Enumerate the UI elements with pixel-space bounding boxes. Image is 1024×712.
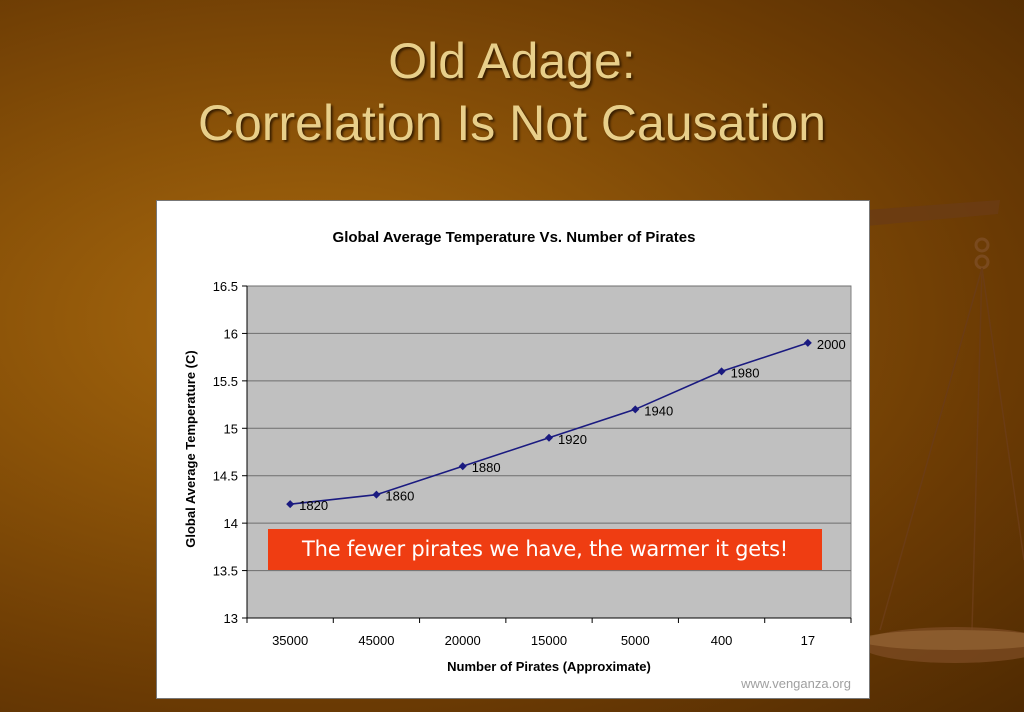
- x-axis-label: Number of Pirates (Approximate): [447, 659, 651, 674]
- data-point: [458, 462, 467, 471]
- slide-title-line2: Correlation Is Not Causation: [197, 95, 827, 151]
- x-tick-label: 5000: [621, 633, 650, 648]
- y-tick-label: 13.5: [213, 564, 238, 579]
- x-tick-label: 400: [711, 633, 733, 648]
- data-point: [545, 433, 553, 442]
- data-label: 1940: [644, 403, 673, 418]
- data-label: 1860: [385, 489, 414, 504]
- y-tick-label: 16: [224, 326, 238, 341]
- data-label: 1980: [731, 365, 760, 380]
- x-axis-ticks: 35000 45000 20000 15000 5000 400 17: [246, 286, 852, 648]
- callout-banner: The fewer pirates we have, the warmer it…: [268, 529, 822, 570]
- slide-title: Old Adage: Correlation Is Not Causation: [0, 30, 1024, 154]
- y-tick-label: 16.5: [213, 279, 238, 294]
- y-axis-label: Global Average Temperature (C): [183, 350, 198, 547]
- x-tick-label: 35000: [272, 633, 308, 648]
- x-tick-label: 17: [801, 633, 815, 648]
- data-label: 1820: [299, 498, 328, 513]
- line-chart: Global Average Temperature Vs. Number of…: [183, 229, 852, 691]
- y-axis-ticks: 13 13.5 14 14.5 15 15.5 16 16.5: [213, 279, 247, 626]
- chart-frame: Global Average Temperature Vs. Number of…: [156, 200, 870, 699]
- series-group: 1820 1860 1880 1920 1940 1980 2000: [286, 337, 846, 513]
- data-label: 1880: [472, 460, 501, 475]
- y-tick-label: 15: [224, 421, 238, 436]
- data-label: 1920: [558, 432, 587, 447]
- y-tick-label: 14.5: [213, 469, 238, 484]
- data-point: [286, 500, 295, 509]
- x-tick-label: 15000: [531, 633, 567, 648]
- x-tick-label: 20000: [445, 633, 481, 648]
- data-label: 2000: [817, 337, 846, 352]
- chart-title: Global Average Temperature Vs. Number of…: [333, 229, 696, 246]
- data-point: [372, 490, 381, 499]
- y-tick-label: 15.5: [213, 374, 238, 389]
- data-point: [803, 338, 812, 347]
- y-tick-label: 14: [224, 516, 238, 531]
- data-point: [717, 367, 726, 376]
- x-tick-label: 45000: [358, 633, 394, 648]
- data-point: [631, 405, 640, 414]
- slide-title-line1: Old Adage:: [388, 33, 636, 89]
- y-tick-label: 13: [224, 611, 238, 626]
- watermark: www.venganza.org: [740, 676, 851, 691]
